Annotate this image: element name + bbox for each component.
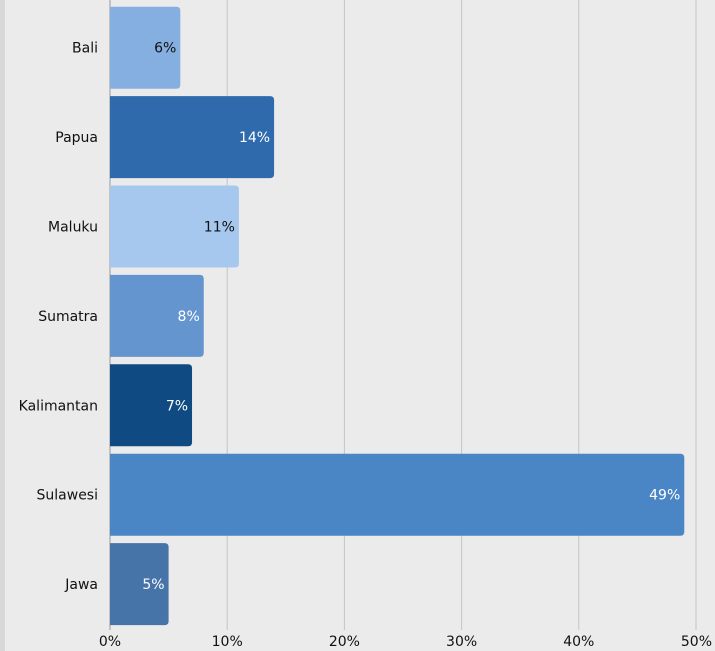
category-label: Bali: [72, 41, 98, 57]
left-edge-strip: [0, 0, 5, 651]
value-label: 6%: [154, 41, 176, 57]
bar: [110, 185, 239, 268]
x-tick-label: 40%: [563, 634, 594, 650]
value-label: 8%: [178, 309, 200, 325]
value-label: 11%: [204, 220, 235, 236]
x-tick-label: 10%: [212, 634, 243, 650]
x-tick-label: 50%: [681, 634, 712, 650]
x-tick-label: 0%: [99, 634, 121, 650]
category-label: Maluku: [48, 220, 98, 236]
x-tick-label: 20%: [329, 634, 360, 650]
bar: [110, 96, 275, 179]
bar: [110, 6, 181, 89]
value-label: 5%: [142, 577, 164, 593]
category-label: Sulawesi: [37, 488, 98, 504]
value-label: 49%: [649, 488, 680, 504]
bar: [110, 543, 169, 626]
category-label: Kalimantan: [19, 398, 98, 414]
value-label: 7%: [166, 398, 188, 414]
x-tick-label: 30%: [446, 634, 477, 650]
category-label: Papua: [55, 130, 98, 146]
bar: [110, 274, 204, 357]
bar: [110, 453, 685, 536]
value-label: 14%: [239, 130, 270, 146]
category-label: Jawa: [64, 577, 98, 593]
category-label: Sumatra: [38, 309, 98, 325]
bar: [110, 364, 193, 447]
